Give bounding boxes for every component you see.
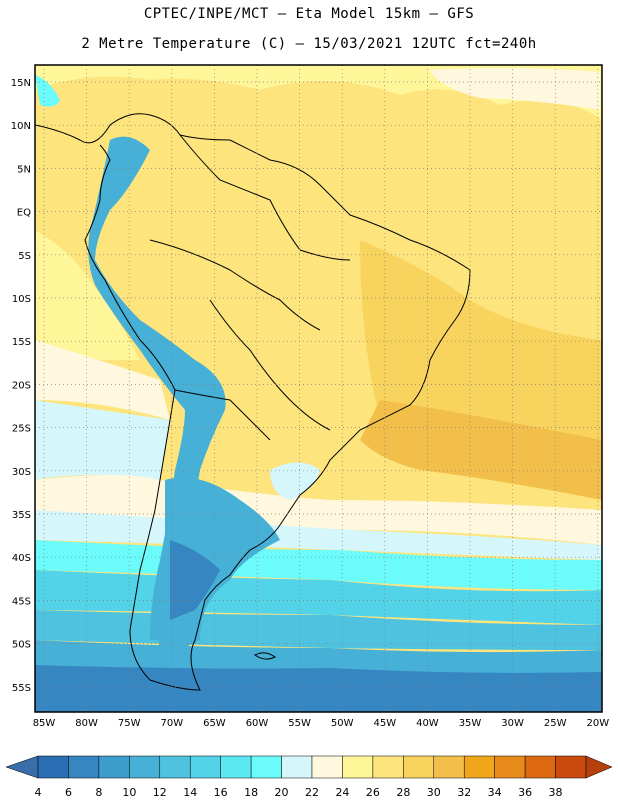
field-pacific-2	[35, 340, 170, 420]
latitude-label: 35S	[12, 510, 31, 521]
latitude-label: 25S	[12, 424, 31, 435]
colorbar: 4 6 8 10 12 14 16 18 20 22 24 26 28 30 32 34 36 38	[5, 755, 613, 799]
colorbar-label: 20	[275, 786, 289, 799]
field-pacific-1	[35, 230, 140, 360]
border-4	[174, 389, 271, 441]
longitude-label: 35W	[459, 718, 482, 729]
latitude-label: 45S	[12, 596, 31, 607]
colorbar-label: 14	[183, 786, 197, 799]
latitude-label: 40S	[12, 553, 31, 564]
colorbar-swatch	[524, 755, 556, 779]
colorbar-label: 8	[95, 786, 102, 799]
field-north-light	[430, 67, 600, 110]
longitude-labels: 85W 80W 75W 70W 65W 60W 55W 50W 45W 40W 35W 30W 25W 2…	[33, 718, 610, 729]
colorbar-swatch	[372, 755, 404, 779]
continent-outline	[35, 113, 471, 691]
colorbar-label: 12	[153, 786, 167, 799]
colorbar-swatch	[494, 755, 526, 779]
colorbar-swatch	[98, 755, 130, 779]
latitude-label: 10S	[12, 294, 31, 305]
map-field	[35, 65, 602, 712]
colorbar-label: 24	[335, 786, 349, 799]
longitude-label: 60W	[246, 718, 269, 729]
colorbar-swatch	[342, 755, 374, 779]
colorbar-label: 22	[305, 786, 319, 799]
falklands	[254, 652, 276, 660]
border-2	[149, 239, 321, 331]
colorbar-swatch	[555, 755, 587, 779]
latitude-label: 55S	[12, 683, 31, 694]
colorbar-label: 4	[35, 786, 42, 799]
grid-lines	[35, 65, 602, 712]
title-line-1: CPTEC/INPE/MCT – Eta Model 15km – GFS	[143, 6, 475, 22]
colorbar-swatch	[220, 755, 252, 779]
longitude-label: 40W	[416, 718, 439, 729]
colorbar-swatch	[189, 755, 221, 779]
colorbar-label: 26	[366, 786, 380, 799]
colorbar-label: 36	[518, 786, 532, 799]
field-caribbean	[35, 75, 60, 107]
longitude-label: 45W	[373, 718, 396, 729]
colorbar-swatch	[433, 755, 465, 779]
border-1	[179, 134, 351, 261]
longitude-label: 25W	[544, 718, 567, 729]
latitude-label: 30S	[12, 467, 31, 478]
colorbar-swatch	[463, 755, 495, 779]
colorbar-label: 16	[214, 786, 228, 799]
longitude-label: 50W	[331, 718, 354, 729]
colorbar-label: 18	[244, 786, 258, 799]
field-patagonia	[158, 477, 280, 660]
colorbar-swatch	[311, 755, 343, 779]
colorbar-label: 30	[427, 786, 441, 799]
colorbar-swatch	[281, 755, 313, 779]
map-frame	[34, 64, 603, 713]
colorbar-above-arrow	[585, 755, 613, 779]
field-atlantic-warmer	[360, 400, 602, 500]
title-line-2: 2 Metre Temperature (C) – 15/03/2021 12U…	[81, 36, 537, 52]
colorbar-swatch	[159, 755, 191, 779]
colorbar-swatch	[37, 755, 69, 779]
longitude-label: 30W	[501, 718, 524, 729]
colorbar-label: 28	[396, 786, 410, 799]
colorbar-label: 34	[488, 786, 502, 799]
longitude-label: 20W	[586, 718, 609, 729]
colorbar-label: 32	[457, 786, 471, 799]
longitude-label: 65W	[203, 718, 226, 729]
latitude-label: 5S	[18, 251, 31, 262]
colorbar-label: 38	[549, 786, 563, 799]
colorbar-swatch	[250, 755, 282, 779]
colorbar-swatch	[68, 755, 100, 779]
latitude-label: EQ	[17, 208, 31, 219]
latitude-labels: 15N 10N 5N EQ 5S 10S 15S 20S 25S 30S 35S 40S 45S 50S 5…	[11, 78, 31, 694]
longitude-label: 80W	[75, 718, 98, 729]
latitude-label: 50S	[12, 640, 31, 651]
longitude-label: 55W	[288, 718, 311, 729]
latitude-label: 5N	[17, 164, 31, 175]
colorbar-swatch	[129, 755, 161, 779]
longitude-label: 70W	[160, 718, 183, 729]
field-pacific-3	[35, 400, 170, 480]
field-patagonia-cold	[170, 540, 220, 620]
longitude-label: 75W	[118, 718, 141, 729]
latitude-label: 10N	[11, 121, 31, 132]
colorbar-label: 10	[122, 786, 136, 799]
longitude-label: 85W	[33, 718, 56, 729]
latitude-label: 15S	[12, 337, 31, 348]
border-3	[209, 299, 331, 431]
coastlines	[35, 113, 471, 691]
colorbar-below-arrow	[5, 755, 39, 779]
colorbar-swatch	[403, 755, 435, 779]
field-band-6	[35, 665, 602, 712]
latitude-label: 15N	[11, 78, 31, 89]
latitude-label: 20S	[12, 380, 31, 391]
field-uruguay	[270, 462, 320, 500]
colorbar-label: 6	[65, 786, 72, 799]
